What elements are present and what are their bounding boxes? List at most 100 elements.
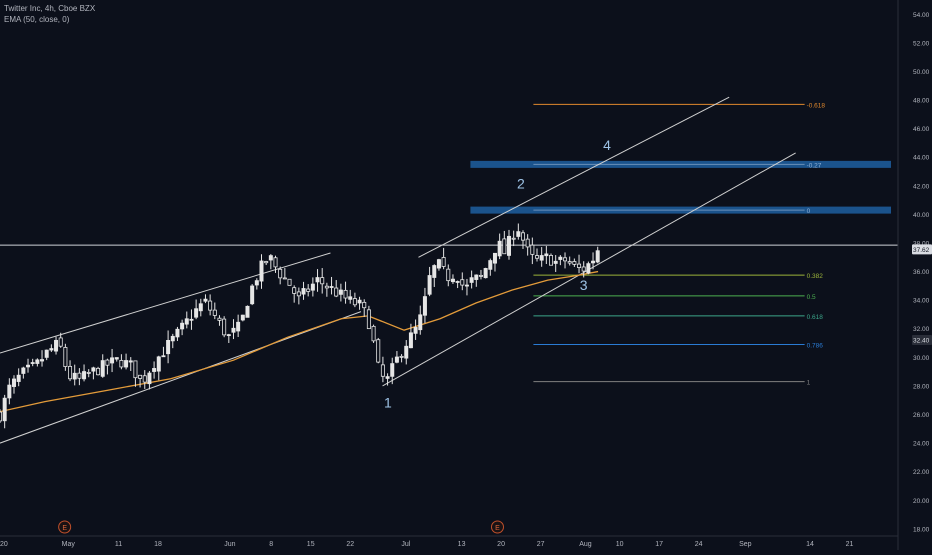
y-tick-label: 40.00 bbox=[913, 212, 930, 219]
wave-label: 4 bbox=[603, 137, 611, 153]
candle-body bbox=[474, 274, 479, 280]
candle-body bbox=[198, 303, 203, 312]
candle-body bbox=[138, 374, 143, 379]
x-tick-label: 27 bbox=[537, 541, 545, 548]
y-tick-label: 22.00 bbox=[913, 469, 930, 476]
candle-body bbox=[287, 278, 292, 286]
candle-body bbox=[2, 397, 7, 422]
price-badge-label: 37.62 bbox=[913, 247, 930, 254]
candle-body bbox=[96, 367, 101, 376]
candle-body bbox=[180, 322, 185, 330]
y-tick-label: 28.00 bbox=[913, 383, 930, 390]
candle-body bbox=[114, 357, 119, 360]
candle-body bbox=[432, 265, 437, 278]
price-badge bbox=[912, 335, 932, 346]
candle-body bbox=[58, 337, 63, 347]
fib-label: 0.382 bbox=[807, 273, 824, 280]
candle-body bbox=[329, 286, 334, 288]
candle-body bbox=[488, 260, 493, 270]
candle-body bbox=[147, 372, 152, 385]
candle-body bbox=[278, 268, 283, 279]
fib-label: 0.786 bbox=[807, 342, 824, 349]
candle-body bbox=[315, 277, 320, 283]
candle-body bbox=[40, 359, 45, 362]
fib-retracement-layer: -0.618 -0.27 0 0.382 0.5 0.618 0.786 1 bbox=[470, 102, 891, 387]
candle-body bbox=[310, 283, 315, 291]
y-tick-label: 38.00 bbox=[913, 240, 930, 247]
candle-body bbox=[222, 318, 227, 336]
candle-body bbox=[152, 368, 157, 372]
candle-body bbox=[390, 363, 395, 377]
chart-legend: Twitter Inc, 4h, Cboe BZX EMA (50, close… bbox=[4, 3, 95, 25]
candle-body bbox=[259, 260, 264, 282]
candle-body bbox=[544, 253, 549, 257]
candle-body bbox=[273, 257, 278, 268]
fib-label: 0.618 bbox=[807, 314, 824, 321]
candle-body bbox=[77, 372, 82, 379]
trend-channel-layer bbox=[0, 96, 796, 444]
candle-body bbox=[525, 238, 530, 248]
candle-body bbox=[124, 360, 129, 368]
y-tick-label: 20.00 bbox=[913, 498, 930, 505]
candle-body bbox=[166, 339, 171, 355]
y-tick-label: 32.00 bbox=[913, 326, 930, 333]
x-tick-label: 14 bbox=[806, 541, 814, 548]
candle-body bbox=[338, 289, 343, 295]
x-tick-label: 24 bbox=[695, 541, 703, 548]
x-tick-label: 20 bbox=[497, 541, 505, 548]
candle-body bbox=[530, 244, 535, 255]
candle-body bbox=[572, 261, 577, 265]
candle-body bbox=[497, 240, 502, 257]
fib-label: -0.618 bbox=[807, 102, 826, 109]
candle-body bbox=[44, 349, 49, 358]
y-tick-label: 54.00 bbox=[913, 12, 930, 19]
candle-body bbox=[520, 232, 525, 241]
candle-body bbox=[49, 348, 54, 351]
candle-body bbox=[292, 287, 297, 294]
wave-label: 3 bbox=[580, 277, 588, 293]
x-axis: 20 May 11 18 Jun 8 15 22 Jul 13 20 27 Aug 10 17 24 Sep 14… bbox=[0, 535, 898, 548]
candle-body bbox=[558, 256, 563, 260]
candle-body bbox=[371, 325, 376, 342]
candle-body bbox=[516, 231, 521, 237]
candle-body bbox=[7, 384, 12, 399]
indicator-label[interactable]: EMA (50, close, 0) bbox=[4, 15, 70, 24]
y-tick-label: 50.00 bbox=[913, 69, 930, 76]
candle-body bbox=[320, 277, 325, 285]
candle-body bbox=[399, 355, 404, 358]
candle-body bbox=[441, 257, 446, 267]
earnings-label: E bbox=[62, 525, 67, 532]
candle-body bbox=[376, 339, 381, 363]
candle-body bbox=[352, 298, 357, 306]
candle-body bbox=[362, 301, 367, 309]
candle-body bbox=[0, 411, 3, 422]
candle-body bbox=[394, 356, 399, 363]
candle-body bbox=[250, 285, 255, 305]
candle-body bbox=[324, 285, 329, 289]
candle-body bbox=[366, 309, 371, 330]
candle-body bbox=[217, 317, 222, 321]
candle-body bbox=[539, 255, 544, 261]
y-tick-label: 44.00 bbox=[913, 155, 930, 162]
candle-body bbox=[119, 359, 124, 368]
price-badge bbox=[912, 244, 932, 255]
candle-body bbox=[208, 300, 213, 311]
candle-body bbox=[68, 366, 73, 380]
candle-body bbox=[408, 332, 413, 349]
y-axis[interactable]: 18.00 20.00 22.00 24.00 26.00 28.00 30.00 32.00… bbox=[897, 0, 930, 550]
candle-body bbox=[436, 259, 441, 269]
earnings-marker bbox=[58, 520, 72, 534]
candle-body bbox=[427, 275, 432, 295]
candle-body bbox=[385, 376, 390, 379]
x-tick-label: 21 bbox=[846, 541, 854, 548]
candle-body bbox=[30, 362, 35, 364]
candle-body bbox=[72, 372, 77, 380]
x-tick-label: 22 bbox=[346, 541, 354, 548]
candle-body bbox=[553, 260, 558, 264]
candle-body bbox=[577, 263, 582, 268]
x-tick-label: 10 bbox=[616, 541, 624, 548]
symbol-title[interactable]: Twitter Inc, 4h, Cboe BZX bbox=[4, 4, 96, 13]
channel-line bbox=[0, 311, 362, 444]
candle-body bbox=[133, 360, 138, 379]
